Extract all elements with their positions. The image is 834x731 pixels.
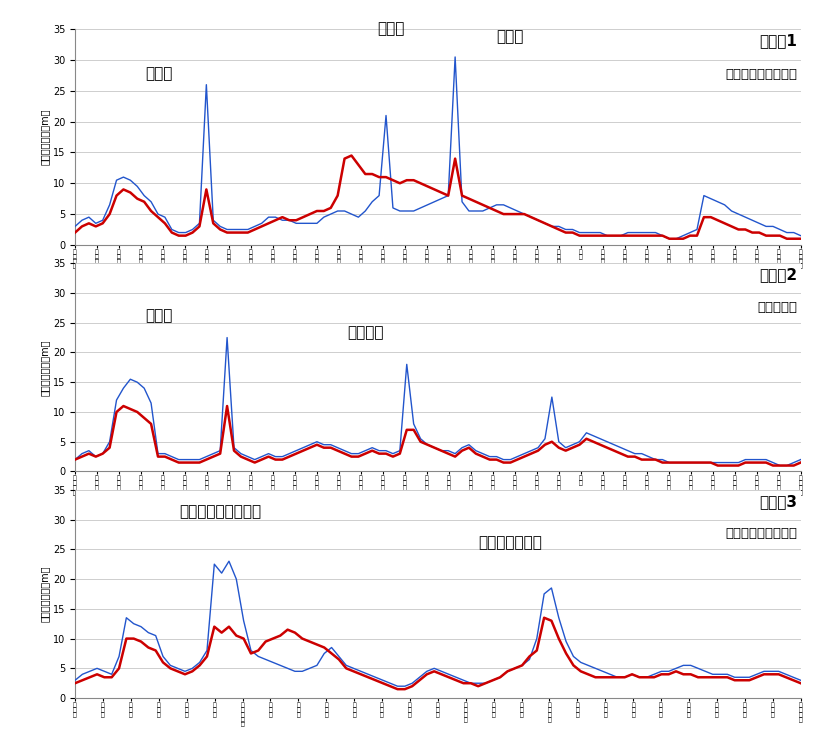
Text: 下田市: 下田市 [377,20,404,36]
Text: 紀伊半島沖～四国沖: 紀伊半島沖～四国沖 [725,527,797,540]
Text: 新島村: 新島村 [497,29,524,45]
Text: 土佐清水市～美波町: 土佐清水市～美波町 [179,504,261,519]
Text: 志摩市: 志摩市 [145,66,172,81]
Text: 志摩市: 志摩市 [145,308,172,324]
Y-axis label: 津波高　標高（m）: 津波高 標高（m） [40,109,50,165]
Text: ケース2: ケース2 [759,268,797,282]
Text: 紀伊半島沖: 紀伊半島沖 [757,300,797,314]
Text: ケース1: ケース1 [759,34,797,48]
Text: 駿河湾～紀伊半島沖: 駿河湾～紀伊半島沖 [725,68,797,81]
Text: 御前崎市: 御前崎市 [347,325,384,340]
Text: ケース3: ケース3 [759,494,797,509]
Y-axis label: 津波高　標高（m）: 津波高 標高（m） [40,566,50,622]
Text: 御坊市～志摩市: 御坊市～志摩市 [479,535,542,550]
Y-axis label: 津波高　標高（m）: 津波高 標高（m） [40,339,50,395]
